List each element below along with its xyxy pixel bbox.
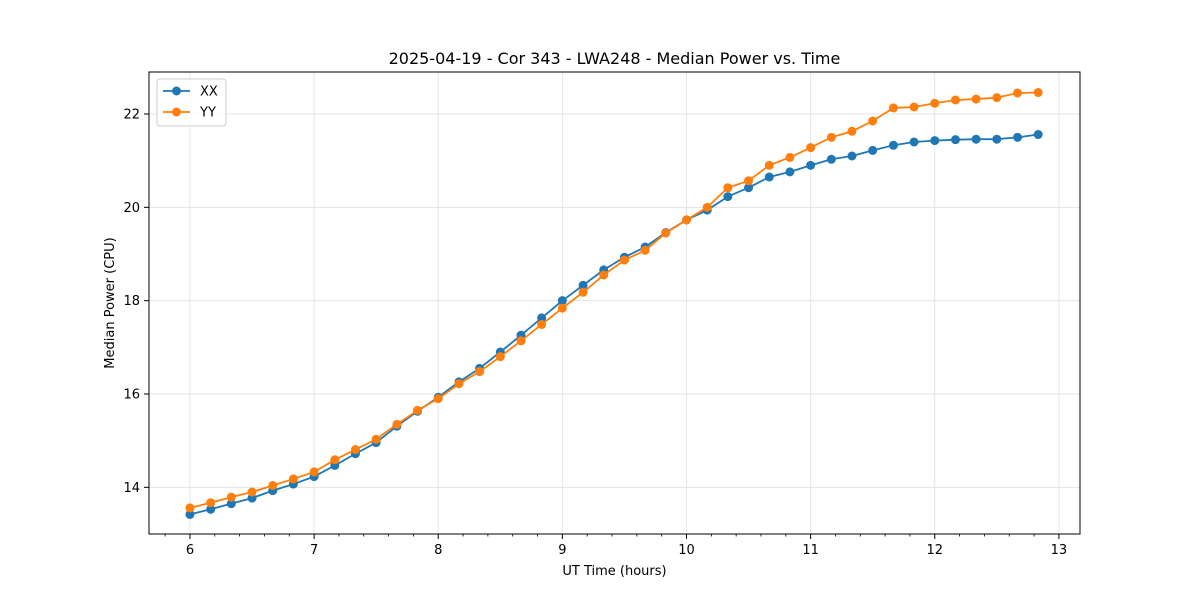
data-point-xx	[1013, 132, 1023, 142]
legend-label-xx: XX	[200, 85, 218, 100]
data-point-xx	[992, 134, 1002, 144]
x-tick-label: 6	[186, 543, 194, 558]
data-point-yy	[475, 367, 485, 377]
data-point-yy	[247, 487, 257, 497]
data-point-xx	[826, 154, 836, 164]
data-point-xx	[723, 192, 733, 202]
data-point-yy	[599, 270, 609, 280]
x-tick-label: 12	[926, 543, 943, 558]
x-tick-label: 7	[310, 543, 318, 558]
data-point-xx	[785, 167, 795, 177]
data-point-xx	[971, 134, 981, 144]
y-tick-label: 14	[123, 481, 140, 496]
data-point-xx	[888, 140, 898, 150]
data-point-xx	[537, 313, 547, 323]
data-point-xx	[806, 160, 816, 170]
data-point-yy	[806, 143, 816, 153]
plot-frame	[148, 71, 1081, 535]
x-tick-label: 9	[558, 543, 566, 558]
data-point-yy	[330, 455, 340, 465]
data-point-yy	[392, 419, 402, 429]
x-tick-label: 13	[1051, 543, 1068, 558]
data-point-yy	[578, 287, 588, 297]
y-axis-title: Median Power (CPU)	[103, 237, 118, 368]
y-tick-label: 20	[123, 201, 140, 216]
chart-title: 2025-04-19 - Cor 343 - LWA248 - Median P…	[389, 49, 841, 68]
grid	[149, 72, 1080, 534]
data-point-yy	[1033, 88, 1043, 98]
data-point-yy	[516, 336, 526, 346]
data-point-xx	[744, 183, 754, 193]
data-point-xx	[206, 504, 216, 514]
data-point-yy	[826, 132, 836, 142]
data-point-yy	[950, 95, 960, 105]
data-point-yy	[702, 202, 712, 212]
data-point-yy	[868, 116, 878, 126]
data-point-yy	[537, 319, 547, 329]
data-point-xx	[1033, 130, 1043, 140]
y-tick-label: 16	[123, 388, 140, 403]
data-point-yy	[185, 503, 195, 513]
data-point-yy	[288, 474, 298, 484]
data-point-yy	[744, 176, 754, 186]
data-point-xx	[226, 499, 236, 509]
data-point-yy	[785, 152, 795, 162]
data-point-xx	[950, 135, 960, 145]
data-point-yy	[350, 445, 360, 455]
data-point-yy	[971, 94, 981, 104]
data-point-xx	[847, 151, 857, 161]
data-point-yy	[433, 394, 443, 404]
data-point-xx	[909, 137, 919, 147]
data-point-yy	[888, 103, 898, 113]
data-point-yy	[371, 434, 381, 444]
data-point-yy	[495, 352, 505, 362]
x-tick-label: 10	[678, 543, 695, 558]
legend-label-yy: YY	[199, 106, 216, 121]
data-point-yy	[992, 93, 1002, 103]
data-point-xx	[578, 280, 588, 290]
data-point-yy	[764, 160, 774, 170]
data-point-yy	[1013, 88, 1023, 98]
legend-swatch-yy-marker	[172, 107, 181, 117]
data-point-yy	[413, 405, 422, 415]
data-point-xx	[868, 145, 878, 155]
x-axis-title: UT Time (hours)	[562, 564, 666, 579]
data-point-yy	[847, 126, 857, 136]
y-tick-label: 22	[123, 108, 140, 123]
data-point-xx	[764, 172, 774, 182]
x-tick-label: 8	[434, 543, 442, 558]
series-yy	[185, 88, 1043, 513]
x-tick-label: 11	[802, 543, 819, 558]
data-point-xx	[930, 136, 940, 146]
data-point-yy	[268, 480, 278, 490]
data-point-yy	[557, 303, 567, 313]
data-point-yy	[640, 245, 650, 255]
data-point-yy	[661, 228, 671, 238]
data-point-yy	[226, 492, 236, 502]
data-point-yy	[454, 379, 464, 389]
y-tick-label: 18	[123, 294, 140, 309]
data-point-yy	[309, 467, 319, 477]
data-point-xx	[185, 509, 195, 519]
data-point-yy	[909, 102, 919, 112]
data-point-xx	[557, 296, 567, 306]
data-point-yy	[930, 98, 940, 108]
legend: XX YY	[156, 78, 227, 127]
data-point-yy	[619, 255, 629, 265]
data-point-yy	[682, 215, 691, 225]
axes: 6 7 8 9 10 11 12 13 14 16 18 20 22	[123, 108, 1067, 559]
series-layer	[185, 88, 1043, 519]
data-point-yy	[723, 183, 733, 193]
legend-swatch-xx-marker	[172, 86, 181, 96]
data-point-yy	[206, 498, 216, 508]
